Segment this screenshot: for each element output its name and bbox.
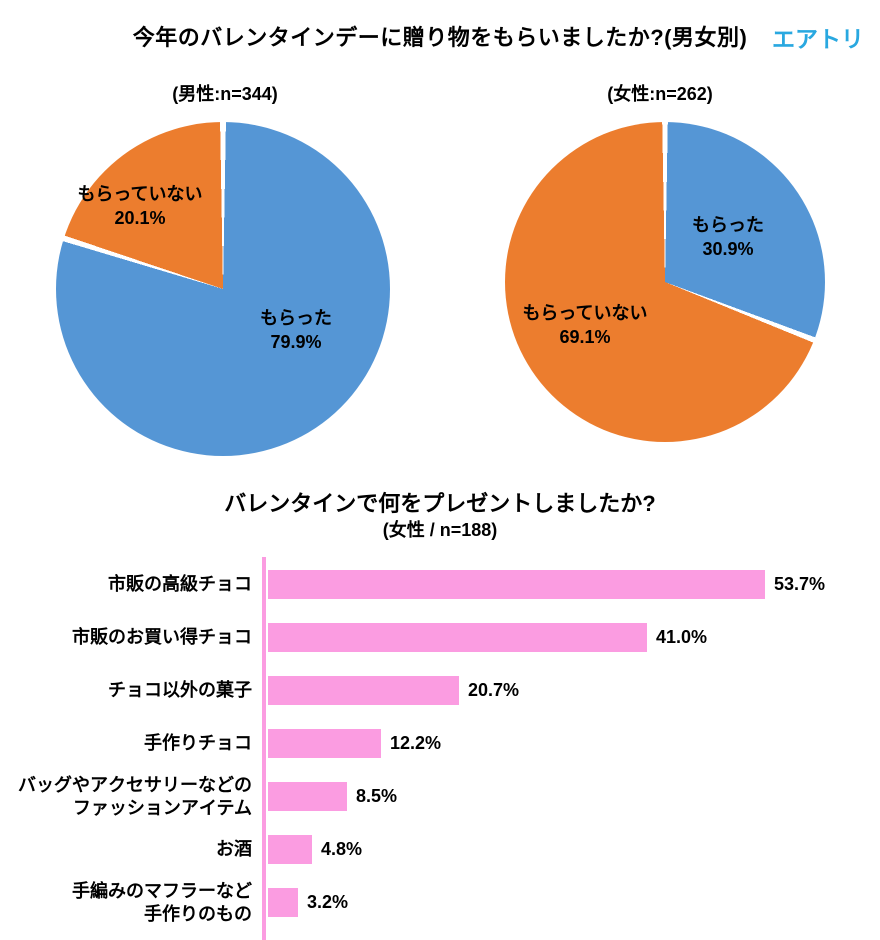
bar-category-label: お酒 (216, 839, 252, 860)
pie-label-female-received: もらった 30.9% (668, 213, 788, 262)
bar-value-label: 12.2% (390, 733, 442, 753)
bar-row: バッグやアクセサリーなどの ファッションアイテム 8.5% (0, 770, 880, 823)
bar-category-label: チョコ以外の菓子 (108, 680, 252, 701)
bar (268, 676, 459, 705)
bar-row: 手編みのマフラーなど 手作りのもの 3.2% (0, 876, 880, 929)
bar-track: 12.2% (268, 717, 880, 770)
bar-track: 3.2% (268, 876, 880, 929)
pie-label-male-received: もらった 79.9% (236, 306, 356, 355)
pie-chart-male: もらっていない 20.1% もらった 79.9% (56, 122, 390, 456)
bar-row: 市販の高級チョコ 53.7% (0, 558, 880, 611)
pie-slice-label: もらっていない (522, 303, 648, 323)
pie-slice-value: 20.1% (114, 208, 166, 229)
pie-chart-female: もらった 30.9% もらっていない 69.1% (505, 122, 825, 442)
bar-chart-title: バレンタインで何をプレゼントしましたか? (224, 491, 656, 516)
bar (268, 782, 347, 811)
pie-slice-value: 30.9% (702, 239, 754, 260)
pie-label-male-not-received: もらっていない 20.1% (60, 182, 220, 231)
bar (268, 623, 647, 652)
airtrip-logo: エアトリ (772, 26, 864, 52)
bar-category-label: 市販のお買い得チョコ (72, 627, 252, 648)
bar-value-label: 8.5% (356, 786, 398, 806)
bar (268, 835, 312, 864)
pie-slice-value: 69.1% (559, 327, 611, 348)
pie-slice-label: もらっていない (77, 184, 203, 204)
bar-chart: 市販の高級チョコ 53.7% 市販のお買い得チョコ 41.0% チョコ以外の菓子 20.7… (0, 558, 880, 929)
bar-category-label: 手編みのマフラーなど 手作りのもの (72, 881, 252, 924)
bar-track: 4.8% (268, 823, 880, 876)
bar-track: 8.5% (268, 770, 880, 823)
pie-label-female-not-received: もらっていない 69.1% (500, 301, 670, 350)
pie-subtitle-female: (女性:n=262) (607, 84, 713, 104)
bar-row: 市販のお買い得チョコ 41.0% (0, 611, 880, 664)
pie-slice-value: 79.9% (270, 332, 322, 353)
page-title: 今年のバレンタインデーに贈り物をもらいましたか?(男女別) (132, 25, 748, 50)
bar (268, 888, 298, 917)
bar-value-label: 41.0% (656, 627, 708, 647)
bar-row: 手作りチョコ 12.2% (0, 717, 880, 770)
bar-category-label: 手作りチョコ (144, 733, 252, 754)
bar-row: お酒 4.8% (0, 823, 880, 876)
bar (268, 570, 765, 599)
bar-value-label: 20.7% (468, 680, 520, 700)
bar-track: 53.7% (268, 558, 880, 611)
bar-chart-subtitle: (女性 / n=188) (382, 520, 498, 540)
bar-axis-line (262, 557, 266, 940)
bar-category-label: 市販の高級チョコ (108, 574, 252, 595)
bar-value-label: 4.8% (321, 839, 363, 859)
bar-track: 41.0% (268, 611, 880, 664)
bar-value-label: 3.2% (307, 892, 349, 912)
bar (268, 729, 381, 758)
bar-category-label: バッグやアクセサリーなどの ファッションアイテム (18, 775, 252, 818)
bar-track: 20.7% (268, 664, 880, 717)
pie-slice-label: もらった (692, 215, 764, 235)
pie-subtitle-male: (男性:n=344) (172, 84, 278, 104)
pie-slice-label: もらった (260, 308, 332, 328)
bar-value-label: 53.7% (774, 574, 826, 594)
bar-row: チョコ以外の菓子 20.7% (0, 664, 880, 717)
